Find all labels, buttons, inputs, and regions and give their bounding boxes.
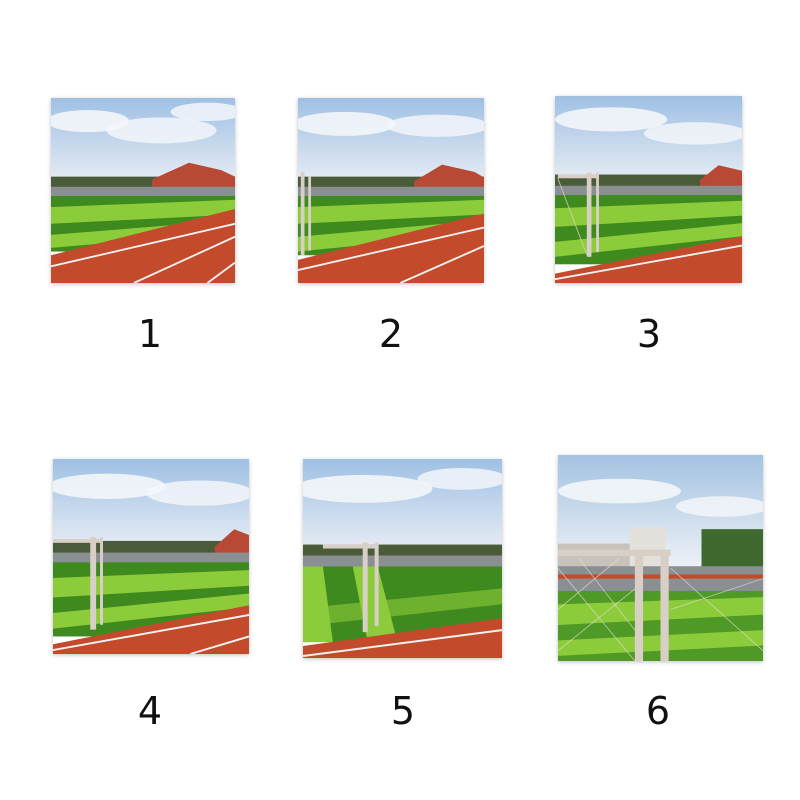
photo-6[interactable]	[558, 455, 763, 661]
photo-5[interactable]	[303, 459, 502, 658]
panel-number-label: 6	[598, 692, 718, 730]
panel-number-label: 2	[331, 315, 451, 353]
photo-1[interactable]	[51, 98, 235, 283]
photo-2[interactable]	[298, 98, 484, 283]
panel-number-label: 3	[589, 315, 709, 353]
photo-4[interactable]	[53, 459, 249, 654]
panel-number-label: 4	[90, 692, 210, 730]
photo-3[interactable]	[555, 96, 742, 283]
panel-number-label: 5	[343, 692, 463, 730]
panel-number-label: 1	[90, 315, 210, 353]
